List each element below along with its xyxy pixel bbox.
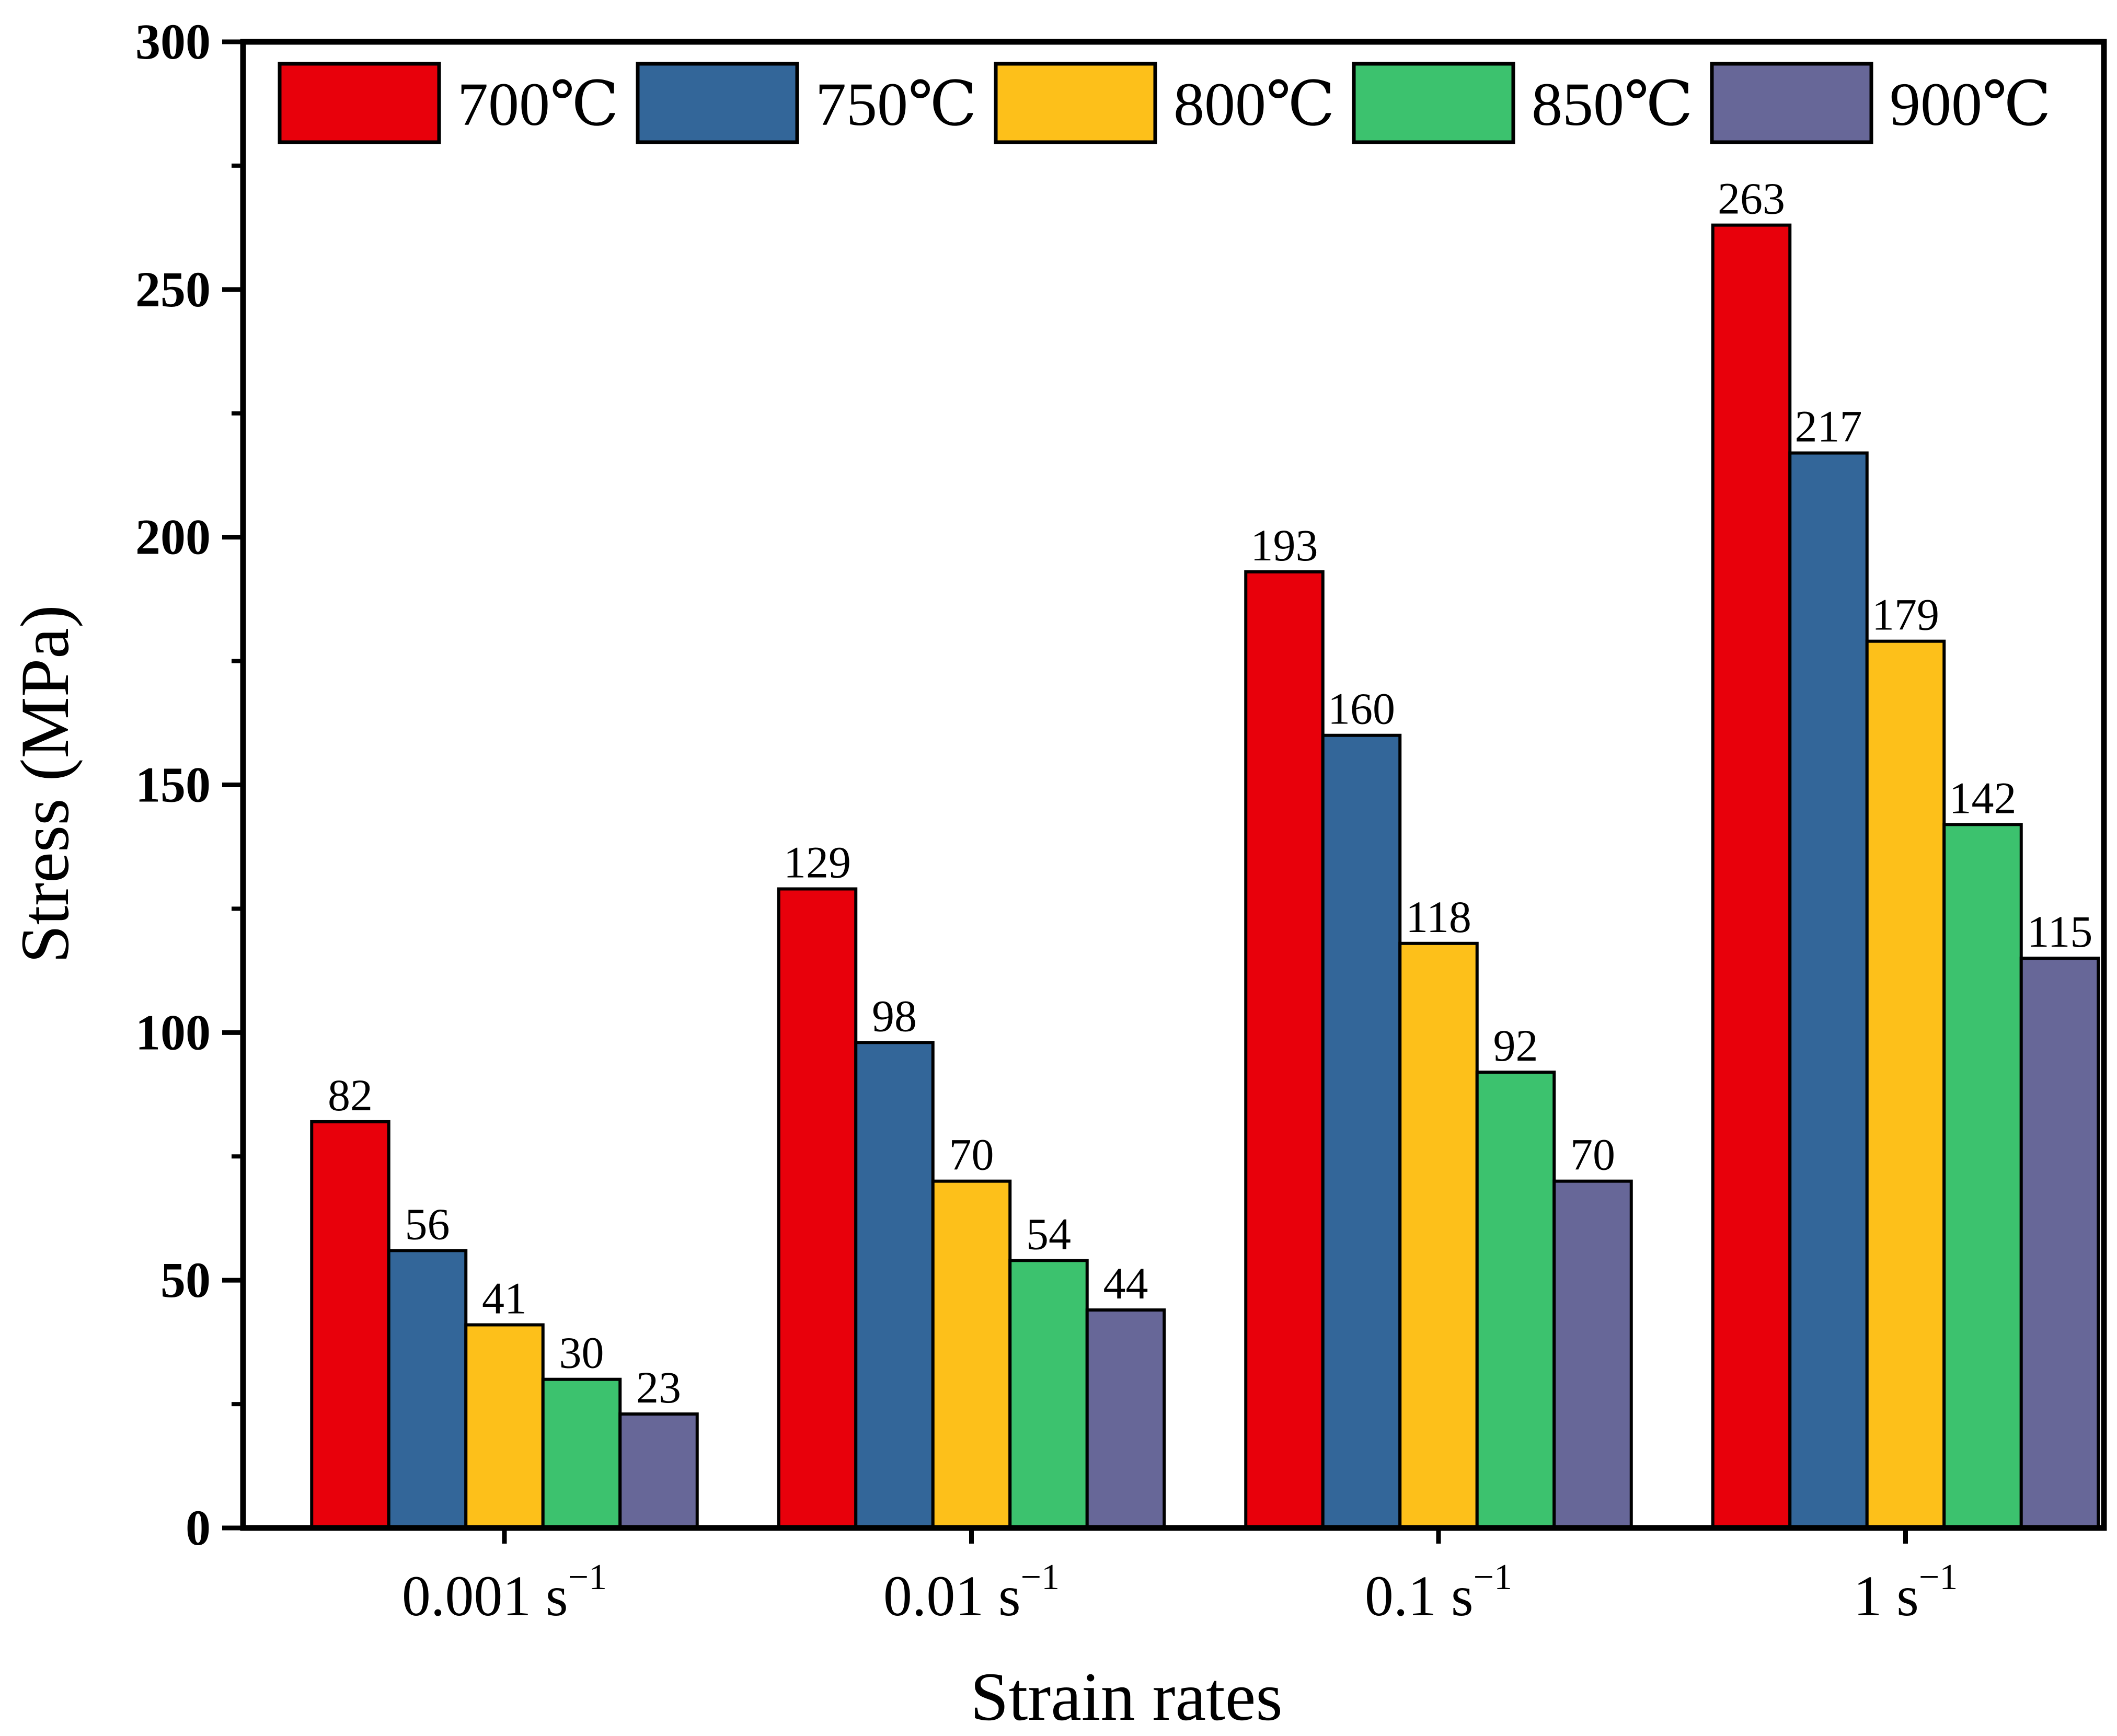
legend-swatch <box>278 62 441 144</box>
bar <box>1398 941 1479 1530</box>
bar-value-label: 179 <box>1872 590 1939 640</box>
legend-swatch <box>636 62 799 144</box>
bar <box>1244 570 1325 1530</box>
y-tick-label: 150 <box>135 757 211 813</box>
bar <box>931 1179 1012 1530</box>
bar-value-label: 30 <box>559 1328 604 1378</box>
bar-value-label: 70 <box>1570 1130 1615 1180</box>
bar-value-label: 217 <box>1795 401 1862 452</box>
bar-value-label: 115 <box>2027 906 2093 957</box>
bar-value-label: 70 <box>949 1130 994 1180</box>
bar-value-label: 23 <box>636 1362 681 1412</box>
y-tick-label: 250 <box>135 261 211 317</box>
bar-value-label: 98 <box>872 991 917 1041</box>
x-axis-title: Strain rates <box>970 1658 1282 1735</box>
bar <box>387 1249 468 1530</box>
bar-value-label: 41 <box>482 1273 527 1323</box>
legend-swatch <box>1352 62 1515 144</box>
bar <box>1321 733 1402 1530</box>
x-category-label: 0.1 s−1 <box>1365 1557 1512 1628</box>
legend-swatch <box>1710 62 1873 144</box>
y-tick-label: 200 <box>135 509 211 565</box>
legend-label: 700℃ <box>457 70 619 139</box>
bar <box>1788 451 1869 1530</box>
bar <box>464 1323 545 1530</box>
value-labels-layer: 82 56 41 30 23 129 98 70 54 44 193 160 118 92 70 263 217… <box>328 174 2092 1412</box>
bar <box>1475 1071 1556 1530</box>
bar <box>541 1377 622 1530</box>
legend-swatch <box>994 62 1157 144</box>
bar-value-label: 44 <box>1103 1258 1148 1308</box>
bar-value-label: 142 <box>1949 773 2017 823</box>
y-axis-title: Stress (MPa) <box>6 605 83 963</box>
x-category-label: 0.001 s−1 <box>402 1557 607 1628</box>
y-tick-label: 100 <box>135 1004 211 1060</box>
bar <box>1942 823 2023 1530</box>
legend-label: 800℃ <box>1173 70 1335 139</box>
bar-value-label: 160 <box>1328 684 1395 734</box>
bar <box>854 1041 935 1530</box>
legend-label: 850℃ <box>1532 70 1693 139</box>
legend-label: 900℃ <box>1890 70 2051 139</box>
bar-value-label: 56 <box>405 1199 450 1249</box>
bar-value-label: 193 <box>1251 520 1318 570</box>
bar-value-label: 129 <box>784 837 851 888</box>
y-tick-label: 300 <box>135 14 211 70</box>
bar-value-label: 82 <box>328 1070 373 1120</box>
bar <box>2019 957 2100 1530</box>
bar <box>777 887 858 1530</box>
bar <box>1085 1308 1166 1530</box>
legend: 700℃ 750℃ 800℃ 850℃ 900℃ <box>278 62 2051 144</box>
bar <box>310 1120 390 1530</box>
y-tick-label: 50 <box>160 1252 211 1308</box>
bar-value-label: 54 <box>1026 1209 1071 1259</box>
bar <box>1865 639 1946 1530</box>
x-category-label: 1 s−1 <box>1854 1557 1958 1628</box>
axes-layer: 0 50 100 150 200 250 300 0.001 s−1 0.01 s−1 0.1 s… <box>135 14 1958 1628</box>
bar <box>618 1412 699 1530</box>
bar <box>1711 223 1792 1530</box>
x-category-label: 0.01 s−1 <box>883 1557 1060 1628</box>
bar <box>1552 1179 1633 1530</box>
bar-value-label: 118 <box>1406 892 1471 942</box>
bar <box>1008 1259 1089 1530</box>
bars-layer <box>310 223 2100 1530</box>
bar-value-label: 92 <box>1493 1020 1538 1071</box>
bar-value-label: 263 <box>1718 174 1785 224</box>
y-tick-label: 0 <box>186 1500 211 1556</box>
legend-label: 750℃ <box>815 70 977 139</box>
